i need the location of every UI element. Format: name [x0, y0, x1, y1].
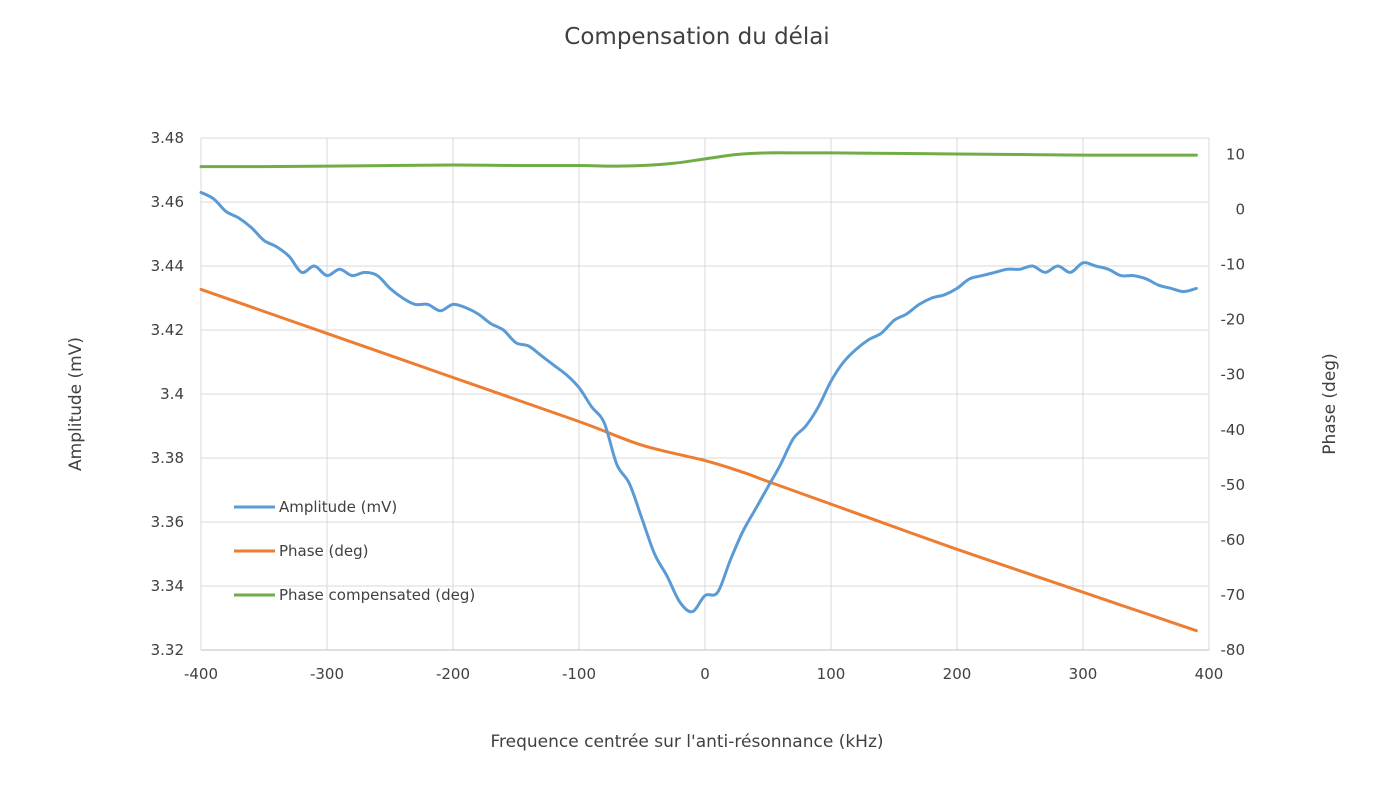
legend-label-amplitude-mv: Amplitude (mV) — [279, 498, 397, 516]
legend: Amplitude (mV) Phase (deg) Phase compensat… — [234, 498, 475, 604]
x-tick-label: 400 — [1195, 665, 1224, 683]
legend-label-phase-deg: Phase (deg) — [279, 542, 369, 560]
y2-tick-label: 10 — [1226, 146, 1245, 164]
y2-tick-label: -30 — [1221, 366, 1246, 384]
x-tick-label: 200 — [943, 665, 972, 683]
series-line-phase-compensated-deg — [199, 151, 1198, 169]
y-tick-label: 3.38 — [151, 449, 184, 467]
y-tick-label: 3.48 — [151, 129, 184, 147]
x-tick-label: -300 — [310, 665, 344, 683]
y-tick-label: 3.4 — [160, 385, 184, 403]
y-tick-label: 3.34 — [151, 577, 184, 595]
chart-title: Compensation du délai — [564, 24, 829, 50]
y-axis-ticks: 3.32 3.34 3.36 3.38 3.4 3.42 3.44 3.46 3.48 — [151, 129, 184, 659]
y2-tick-label: -70 — [1221, 586, 1246, 604]
y-tick-label: 3.36 — [151, 513, 184, 531]
x-axis-title: Frequence centrée sur l'anti-résonnance … — [490, 732, 883, 752]
gridlines — [200, 137, 1210, 651]
y2-tick-label: -50 — [1221, 476, 1246, 494]
y2-tick-label: -20 — [1221, 311, 1246, 329]
x-tick-label: 0 — [700, 665, 710, 683]
x-tick-label: 300 — [1069, 665, 1098, 683]
legend-label-phase-compensated-deg: Phase compensated (deg) — [279, 586, 475, 604]
series-line-amplitude-mv — [199, 190, 1198, 614]
y2-tick-label: -40 — [1221, 421, 1246, 439]
y-tick-label: 3.32 — [151, 641, 184, 659]
x-axis-ticks: -400 -300 -200 -100 0 100 200 300 400 — [184, 665, 1223, 683]
y2-tick-label: 0 — [1235, 201, 1245, 219]
y-tick-label: 3.46 — [151, 193, 184, 211]
y2-tick-label: -10 — [1221, 256, 1246, 274]
x-tick-label: -400 — [184, 665, 218, 683]
x-tick-label: 100 — [817, 665, 846, 683]
y2-tick-label: -80 — [1221, 641, 1246, 659]
y2-axis-ticks: -80 -70 -60 -50 -40 -30 -20 -10 0 10 — [1221, 146, 1246, 659]
y2-axis-title: Phase (deg) — [1320, 353, 1340, 454]
y2-tick-label: -60 — [1221, 531, 1246, 549]
y-tick-label: 3.42 — [151, 321, 184, 339]
series-line-phase-deg — [199, 287, 1198, 633]
y-axis-title: Amplitude (mV) — [66, 337, 86, 471]
series-layer — [199, 151, 1198, 633]
y-tick-label: 3.44 — [151, 257, 184, 275]
x-tick-label: -100 — [562, 665, 596, 683]
x-tick-label: -200 — [436, 665, 470, 683]
